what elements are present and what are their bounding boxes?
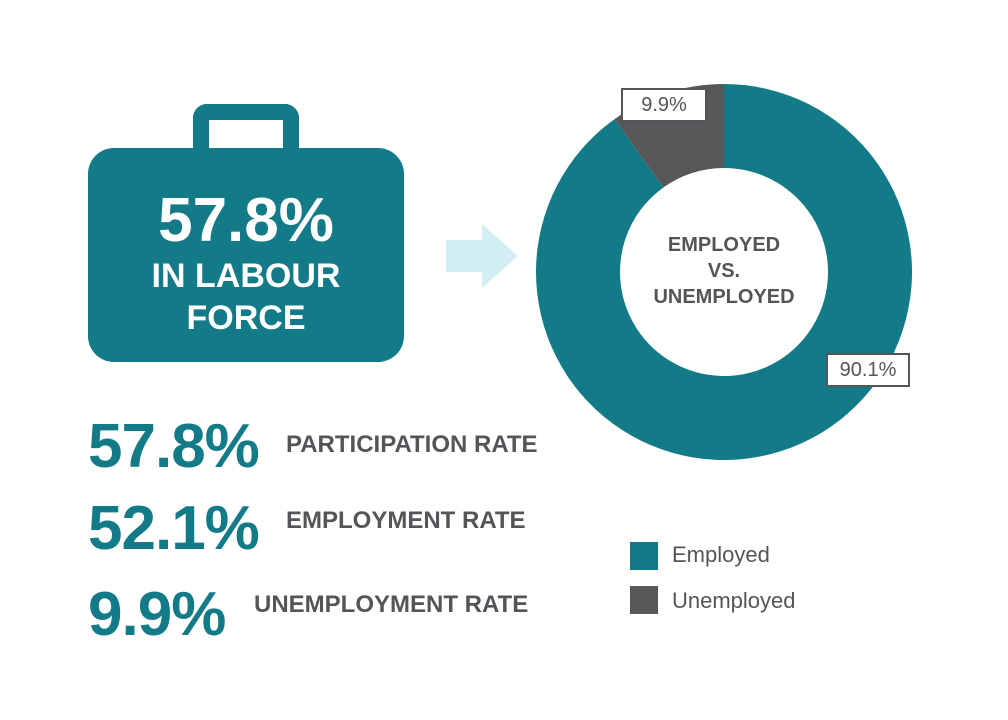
- briefcase-icon: [88, 148, 404, 362]
- unemployment-rate-value: 9.9%: [88, 580, 226, 649]
- employment-rate-label: EMPLOYMENT RATE: [286, 507, 526, 534]
- labour-force-label-line2: FORCE: [186, 299, 306, 337]
- donut-slice-employed: [536, 84, 912, 460]
- legend-label-employed: Employed: [672, 542, 770, 567]
- unemployment-rate-label: UNEMPLOYMENT RATE: [254, 591, 529, 618]
- legend-swatch-unemployed: [630, 586, 658, 614]
- labour-force-percent: 57.8%: [158, 186, 334, 255]
- right-arrow-icon: [446, 224, 518, 288]
- donut-center-title-line2: VS.: [707, 260, 741, 282]
- participation-rate-value: 57.8%: [88, 412, 260, 481]
- donut-center-title-line1: EMPLOYED: [667, 234, 781, 256]
- briefcase-handle: [193, 104, 299, 162]
- donut-center-title-line3: UNEMPLOYED: [653, 286, 795, 308]
- unemployed-data-label: 9.9%: [621, 88, 707, 122]
- employed-data-label: 90.1%: [826, 353, 910, 387]
- employment-rate-value: 52.1%: [88, 494, 260, 563]
- labour-force-label-line1: IN LABOUR: [151, 257, 341, 295]
- legend-label-unemployed: Unemployed: [672, 588, 796, 613]
- participation-rate-label: PARTICIPATION RATE: [286, 431, 538, 458]
- legend-swatch-employed: [630, 542, 658, 570]
